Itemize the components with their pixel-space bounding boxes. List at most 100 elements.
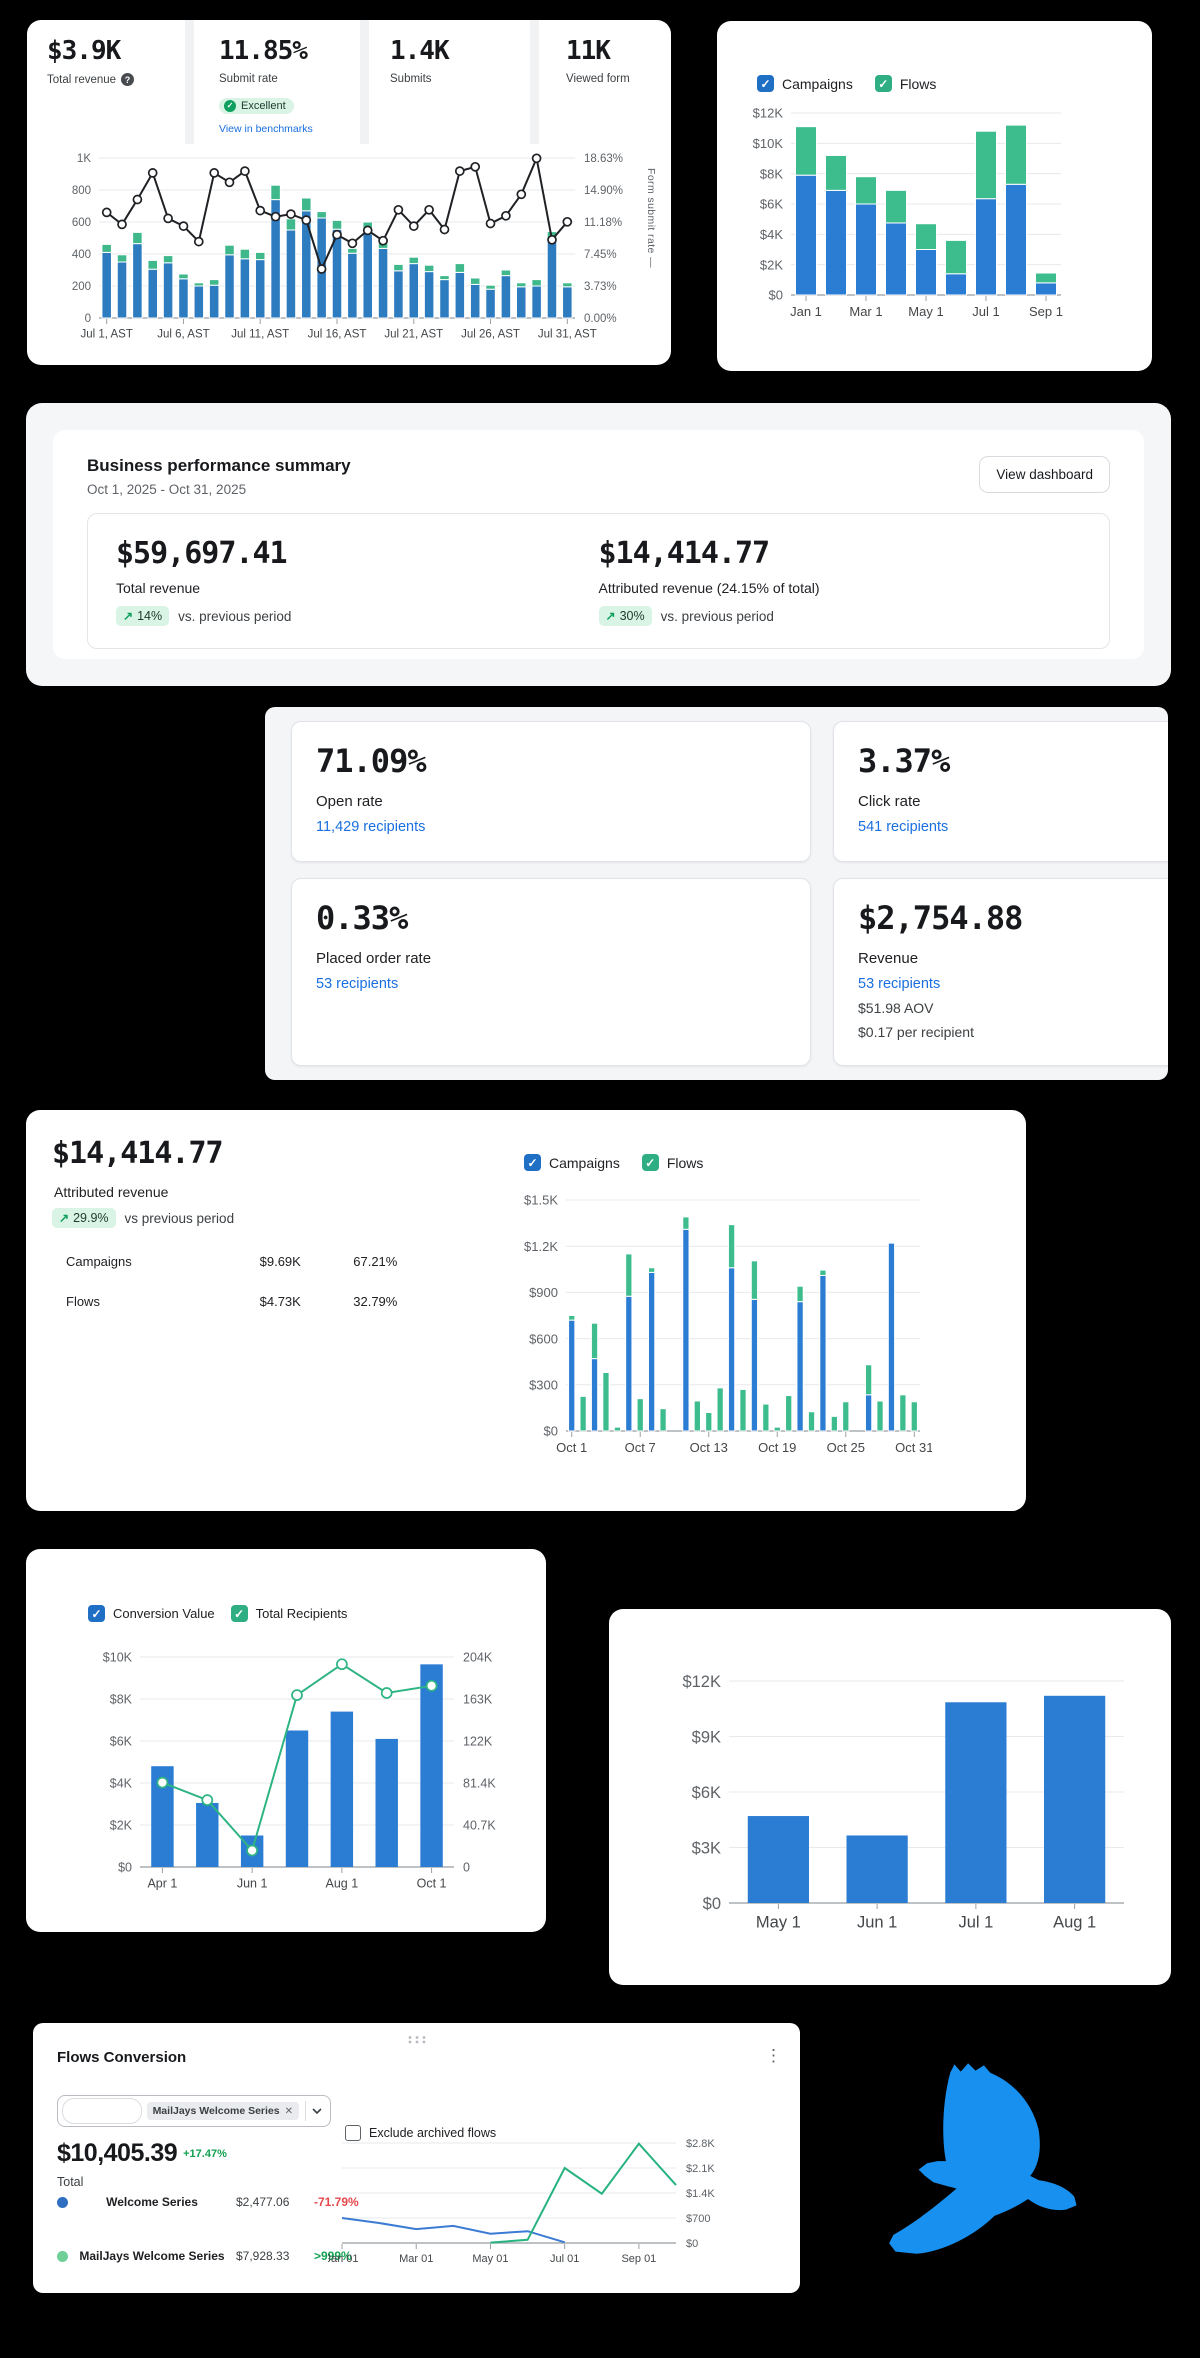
legend-campaigns[interactable]: ✓ Campaigns	[524, 1154, 620, 1171]
svg-text:200: 200	[72, 281, 91, 293]
stat-label: Submit rate	[219, 73, 278, 85]
legend-row-welcome-series[interactable]: Welcome Series $2,477.06 -71.79%	[49, 2195, 359, 2209]
attributed-label: Attributed revenue	[54, 1184, 169, 1200]
svg-text:Oct 25: Oct 25	[827, 1440, 865, 1455]
stat-label: Submits	[390, 73, 432, 85]
form-performance-card: $3.9K Total revenue ? 11.85% Submit rate…	[27, 20, 671, 365]
metric-label: Attributed revenue (24.15% of total)	[598, 580, 820, 596]
legend-flows[interactable]: ✓ Flows	[874, 75, 936, 92]
row-pct: 32.79%	[353, 1294, 398, 1309]
svg-text:$12K: $12K	[682, 1673, 721, 1691]
help-icon[interactable]: ?	[121, 73, 135, 86]
svg-text:$0: $0	[544, 1424, 558, 1439]
metric-label: Revenue	[858, 949, 919, 967]
metric-total-revenue: $59,697.41 Total revenue ↗ 14% vs. previ…	[116, 536, 599, 626]
metric-label: Total revenue	[116, 580, 201, 596]
metric-label: Click rate	[858, 793, 921, 810]
svg-text:$6K: $6K	[760, 197, 783, 212]
svg-text:$2K: $2K	[760, 257, 783, 272]
svg-text:$10K: $10K	[103, 1651, 133, 1665]
row-pct: 67.21%	[353, 1254, 398, 1269]
row-value: $4.73K	[259, 1294, 301, 1309]
svg-text:Oct 31: Oct 31	[895, 1440, 932, 1455]
metric-value: $59,697.41	[116, 536, 288, 571]
checkbox-label: Exclude archived flows	[369, 2126, 497, 2140]
divider	[185, 20, 194, 144]
svg-text:Mar 01: Mar 01	[399, 2253, 433, 2265]
revenue-card: $2,754.88 Revenue 53 recipients $51.98 A…	[833, 877, 1168, 1066]
placed-order-rate-card: 0.33% Placed order rate 53 recipients	[291, 877, 811, 1066]
svg-text:400: 400	[72, 249, 91, 261]
svg-text:3.73%: 3.73%	[584, 281, 617, 293]
svg-text:$2K: $2K	[110, 1819, 133, 1833]
divider	[360, 20, 369, 144]
legend-total-recipients[interactable]: ✓ Total Recipients	[230, 1605, 347, 1622]
svg-text:Jul 01: Jul 01	[550, 2253, 579, 2265]
metric-value: 71.09%	[316, 742, 427, 780]
recipients-link[interactable]: 53 recipients	[858, 975, 941, 992]
legend-row-mailjays[interactable]: MailJays Welcome Series $7,928.33 >999%	[49, 2249, 352, 2263]
svg-text:Oct 13: Oct 13	[690, 1440, 728, 1455]
trend-up-icon: ↗	[123, 609, 134, 623]
trend-up-icon: ↗	[59, 1211, 70, 1225]
checkbox-checked-icon[interactable]: ✓	[88, 1605, 105, 1622]
series-dot	[57, 2196, 68, 2208]
flows-line-chart: $0 $700 $1.4K $2.1K $2.8K Jan 01 Mar 01 May 01 J…	[325, 2135, 740, 2277]
view-dashboard-button[interactable]: View dashboard	[979, 456, 1110, 493]
stat-value: 11K	[566, 36, 611, 66]
series-value: $2,477.06	[236, 2195, 290, 2209]
per-recipient-value: $0.17 per recipient	[858, 1023, 974, 1040]
recipients-link[interactable]: 541 recipients	[858, 819, 949, 835]
svg-text:$1.4K: $1.4K	[686, 2188, 715, 2200]
exclude-archived-row[interactable]: Exclude archived flows	[345, 2125, 496, 2141]
benchmarks-link[interactable]: View in benchmarks	[219, 122, 313, 135]
svg-text:0.00%: 0.00%	[584, 313, 617, 325]
checkbox-checked-icon[interactable]: ✓	[874, 75, 892, 92]
stat-total-revenue: $3.9K Total revenue ?	[47, 36, 135, 86]
svg-text:$8K: $8K	[110, 1693, 133, 1707]
kebab-menu-icon[interactable]: ⋮	[765, 2046, 782, 2065]
svg-text:Apr 1: Apr 1	[147, 1877, 177, 1891]
svg-text:$2.1K: $2.1K	[686, 2163, 715, 2175]
svg-text:81.4K: 81.4K	[463, 1777, 496, 1791]
recipients-link[interactable]: 11,429 recipients	[316, 819, 426, 835]
svg-text:$0: $0	[703, 1895, 721, 1913]
drag-handle-icon[interactable]	[407, 2031, 427, 2049]
legend-flows[interactable]: ✓ Flows	[641, 1154, 703, 1171]
svg-text:800: 800	[72, 185, 91, 197]
svg-text:11.18%: 11.18%	[584, 217, 622, 229]
flow-search-input[interactable]	[62, 2098, 142, 2124]
svg-text:$0: $0	[686, 2238, 698, 2250]
svg-text:$3K: $3K	[692, 1839, 721, 1857]
checkbox-unchecked[interactable]	[345, 2125, 361, 2141]
row-name: Flows	[66, 1294, 100, 1309]
svg-text:Jul 11, AST: Jul 11, AST	[231, 329, 289, 341]
form-submit-chart: 0 0.00% 200 3.73% 400 7.45% 600 11.18% 800 14.90%…	[45, 148, 655, 356]
checkbox-checked-icon[interactable]: ✓	[641, 1154, 659, 1171]
svg-text:Jan 01: Jan 01	[328, 2253, 359, 2265]
checkbox-checked-icon[interactable]: ✓	[230, 1605, 248, 1622]
svg-text:$600: $600	[529, 1331, 558, 1346]
check-circle-icon: ✓	[224, 99, 236, 112]
checkbox-checked-icon[interactable]: ✓	[524, 1154, 541, 1171]
table-row: Campaigns $9.69K 67.21%	[66, 1254, 397, 1269]
conversion-value-card: ✓ Conversion Value ✓ Total Recipients $0…	[26, 1549, 546, 1932]
flow-select[interactable]: MailJays Welcome Series ✕	[57, 2095, 331, 2127]
series-name: Welcome Series	[106, 2195, 198, 2209]
svg-text:Jul 1, AST: Jul 1, AST	[80, 329, 132, 341]
legend-conversion-value[interactable]: ✓ Conversion Value	[88, 1605, 215, 1622]
divider	[530, 20, 539, 144]
trend-badge: ↗ 29.9%	[52, 1208, 116, 1228]
svg-text:Jul 1: Jul 1	[958, 1914, 993, 1932]
svg-text:600: 600	[72, 217, 91, 229]
legend-campaigns[interactable]: ✓ Campaigns	[757, 75, 853, 92]
svg-text:$4K: $4K	[110, 1777, 133, 1791]
remove-tag-icon[interactable]: ✕	[284, 2105, 293, 2117]
summary-metrics-box: $59,697.41 Total revenue ↗ 14% vs. previ…	[87, 513, 1110, 649]
svg-text:14.90%: 14.90%	[584, 185, 623, 197]
checkbox-checked-icon[interactable]: ✓	[757, 75, 774, 92]
flows-total-label: Total	[57, 2175, 84, 2189]
chevron-down-icon[interactable]	[312, 2108, 322, 2114]
stat-label: Total revenue	[47, 73, 117, 86]
recipients-link[interactable]: 53 recipients	[316, 975, 399, 992]
